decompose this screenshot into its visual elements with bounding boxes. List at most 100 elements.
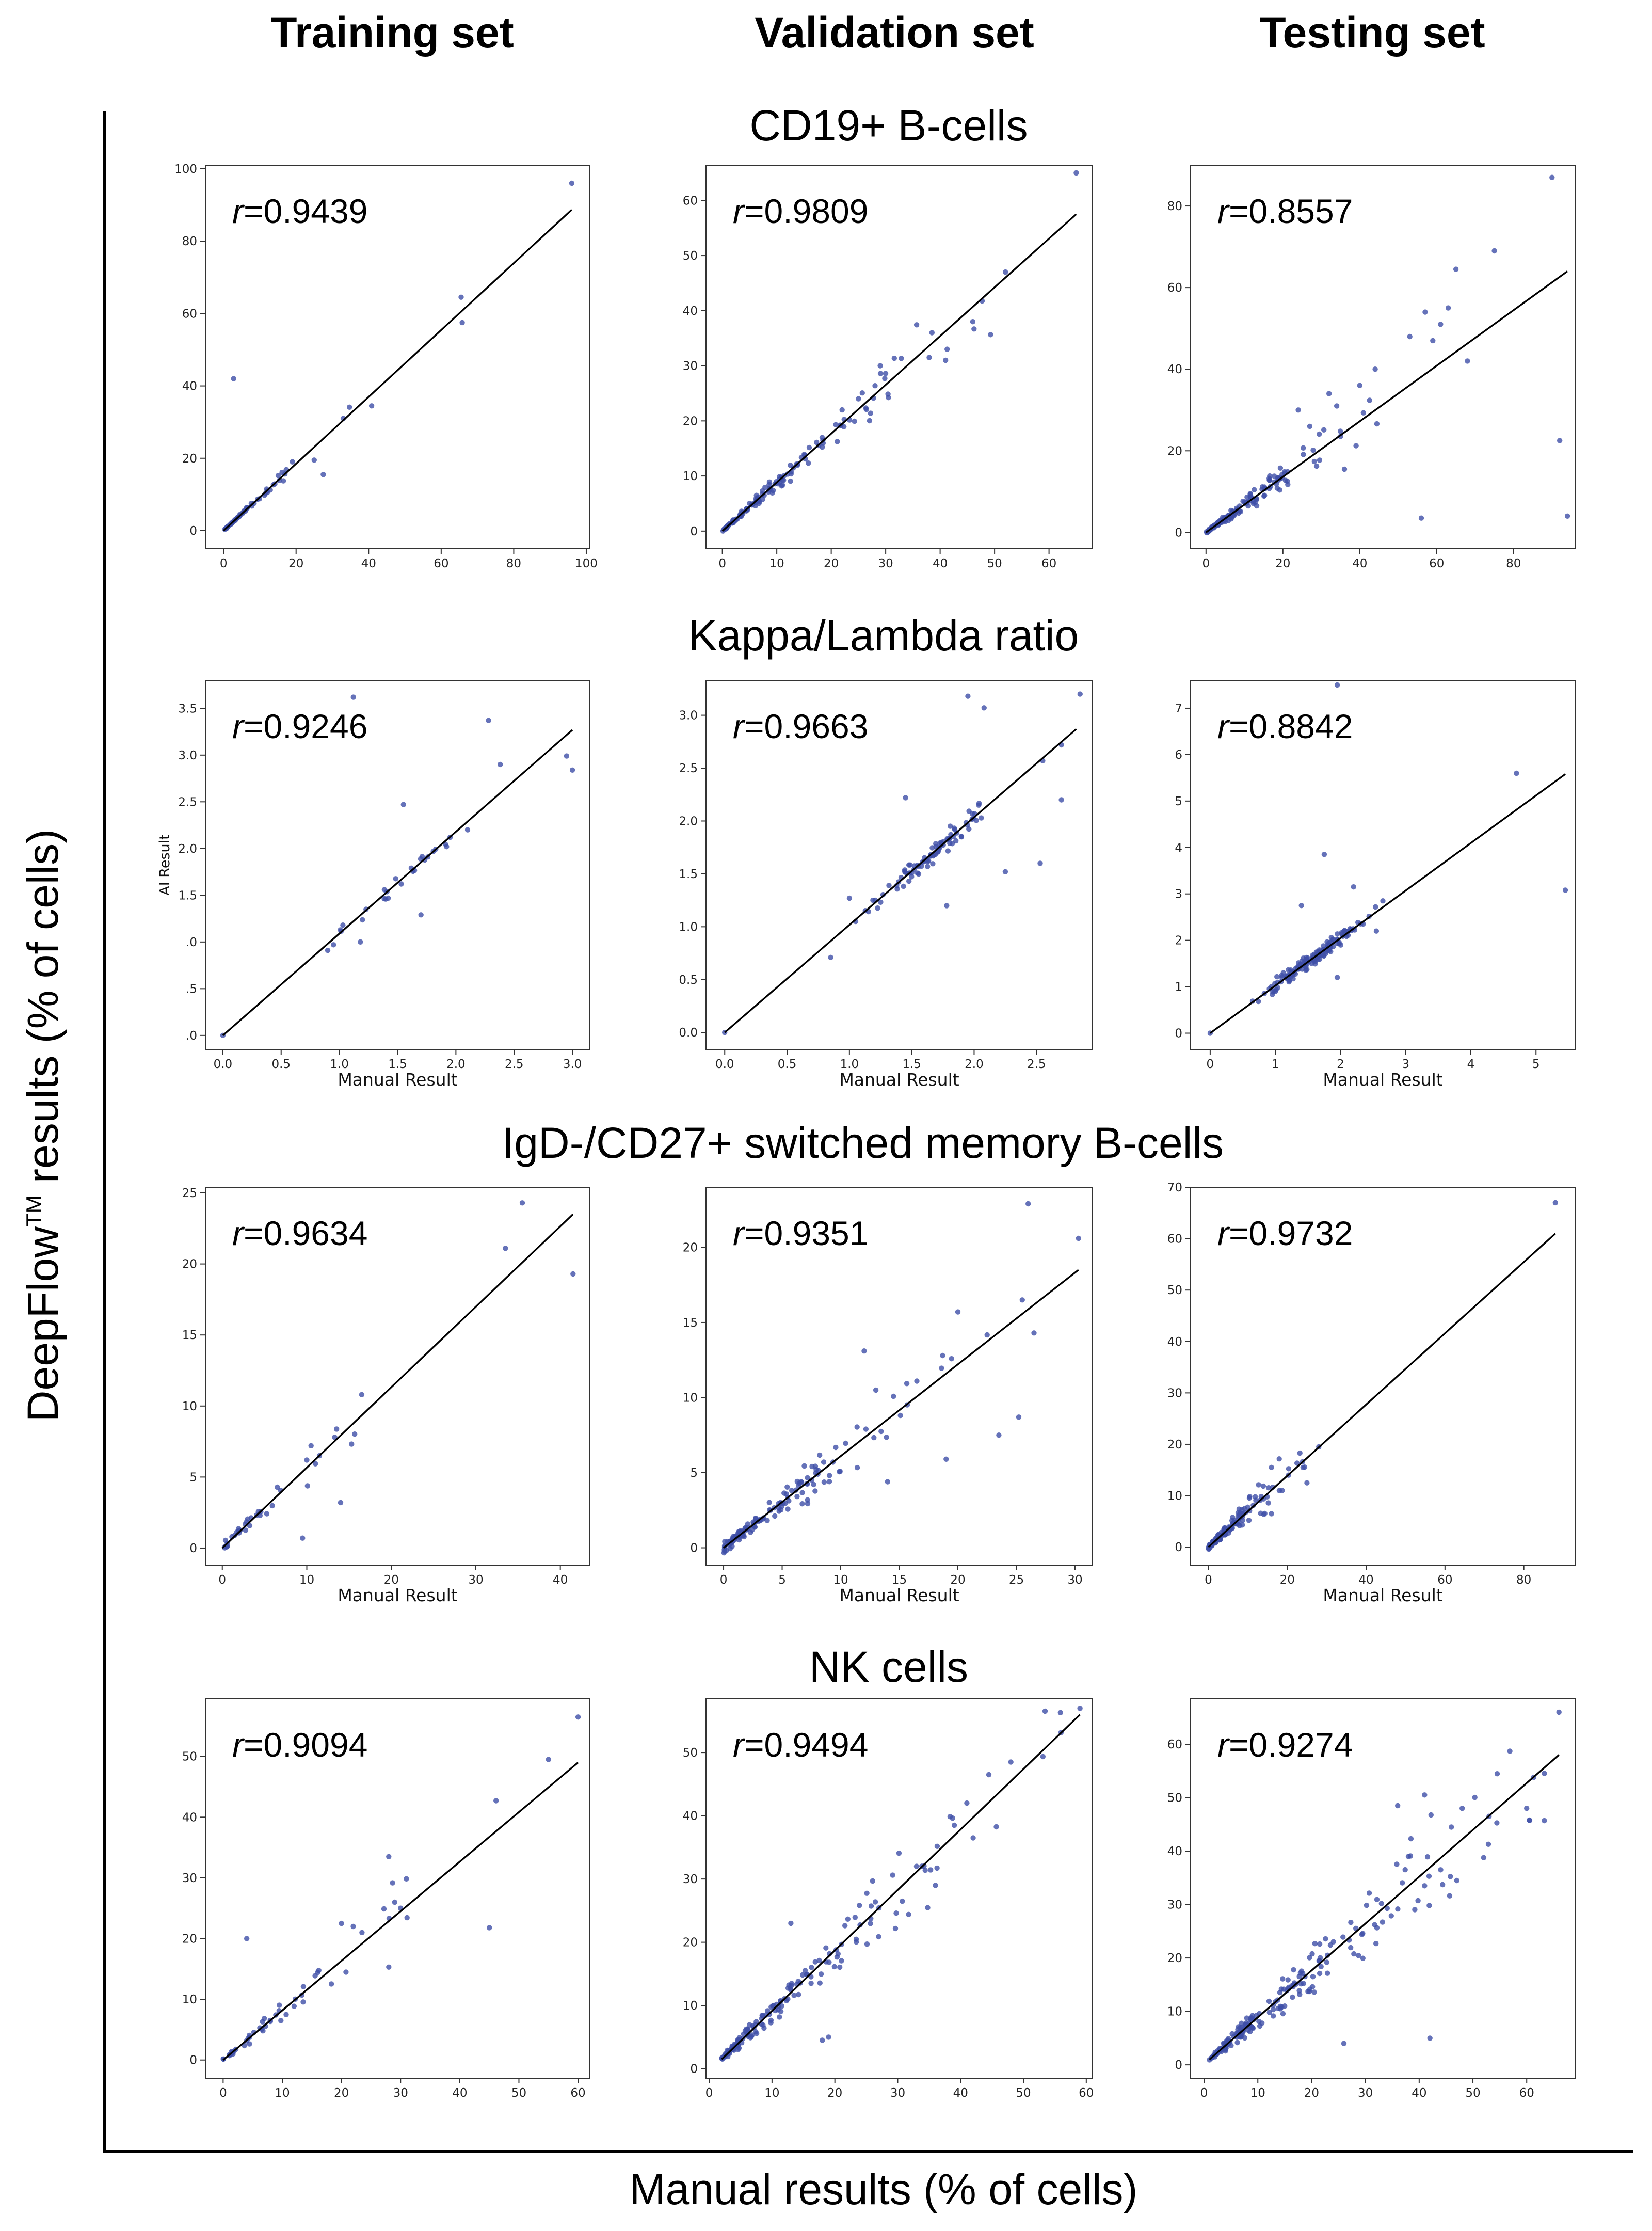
correlation-symbol: r: [1217, 1214, 1230, 1252]
x-tick-label: 30: [468, 1573, 483, 1587]
scatter-point: [944, 903, 950, 909]
scatter-point: [831, 1964, 838, 1970]
y-tick-label: 50: [1167, 1284, 1182, 1297]
scatter-point: [800, 1972, 806, 1978]
x-tick-label: 2.5: [1027, 1058, 1046, 1071]
scatter-point: [933, 841, 939, 847]
scatter-point: [868, 1903, 874, 1909]
scatter-point: [1542, 1771, 1547, 1776]
scatter-point: [906, 878, 912, 884]
scatter-point: [819, 435, 825, 440]
y-tick-label: 3.0: [679, 709, 698, 723]
y-tick-label: 60: [182, 307, 197, 321]
scatter-point: [569, 767, 575, 773]
x-tick-label: 0: [1205, 1573, 1212, 1587]
scatter-point: [1327, 1942, 1334, 1948]
scatter-point: [902, 867, 908, 873]
scatter-point: [1318, 1964, 1324, 1969]
scatter-point: [1286, 1466, 1292, 1472]
x-tick-label: 20: [827, 2086, 842, 2100]
scatter-point: [277, 2002, 282, 2008]
scatter-point: [965, 693, 971, 699]
scatter-point: [846, 895, 853, 901]
y-tick-label: 10: [683, 470, 698, 483]
scatter-point: [864, 1890, 870, 1896]
scatter-point: [1025, 1201, 1031, 1207]
y-tick-label: 20: [1167, 444, 1182, 458]
x-tick-label: 4: [1467, 1058, 1475, 1071]
panel-kappa-lambda-validation: 0.0 0.5 1.0 1.5 2.0 2.5 0.0 0.5 1.0 1.5 2.0 2.5 3.0 M…: [679, 680, 1093, 1090]
scatter-point: [503, 1246, 508, 1251]
scatter-point: [1274, 974, 1280, 980]
scatter-point: [1266, 477, 1272, 483]
scatter-point: [1317, 431, 1322, 437]
x-axis-label: Manual Result: [839, 1585, 959, 1605]
scatter-point: [785, 1506, 791, 1512]
y-tick-label: 80: [1167, 200, 1182, 213]
correlation-value: =0.9494: [744, 1726, 868, 1764]
scatter-point: [878, 1428, 884, 1435]
y-tick-label: 30: [683, 360, 698, 373]
scatter-point: [891, 355, 897, 361]
y-tick-label: 10: [182, 1400, 197, 1413]
scatter-point: [1298, 1981, 1304, 1987]
scatter-point: [867, 418, 873, 424]
scatter-point: [1524, 1806, 1530, 1811]
scatter-point: [332, 1435, 338, 1440]
scatter-point: [1459, 1806, 1465, 1811]
scatter-point: [944, 346, 950, 352]
y-tick-label: 20: [182, 1933, 197, 1946]
y-tick-label: 30: [1167, 1387, 1182, 1400]
y-tick-label: 40: [683, 305, 698, 318]
scatter-point: [913, 1863, 920, 1869]
scatter-point: [1290, 976, 1296, 982]
scatter-point: [278, 2018, 284, 2023]
correlation-value: =0.9732: [1229, 1214, 1353, 1252]
scatter-point: [1494, 1820, 1500, 1826]
x-tick-label: 1.5: [388, 1058, 407, 1071]
x-tick-label: 20: [1280, 1573, 1295, 1587]
scatter-point: [795, 1483, 801, 1489]
scatter-point: [794, 1494, 800, 1500]
scatter-point: [812, 1959, 818, 1965]
scatter-point: [1335, 931, 1340, 937]
scatter-point: [916, 871, 922, 877]
scatter-point: [1256, 1482, 1261, 1488]
scatter-point: [1395, 1906, 1401, 1912]
scatter-point: [1373, 1940, 1379, 1947]
scatter-point: [1303, 954, 1309, 961]
correlation-label: r=0.9634: [232, 1214, 367, 1252]
y-tick-label: 50: [182, 1750, 197, 1764]
correlation-symbol: r: [1217, 192, 1230, 230]
scatter-point: [875, 905, 880, 911]
y-tick-label: 20: [182, 1258, 197, 1271]
scatter-point: [392, 1899, 397, 1905]
scatter-point: [868, 1921, 873, 1926]
x-tick-label: 0: [1200, 2086, 1208, 2100]
x-tick-label: 50: [1016, 2086, 1031, 2100]
scatter-point: [1265, 1485, 1272, 1491]
scatter-point: [833, 1444, 839, 1451]
plot-frame: [1190, 165, 1576, 549]
scatter-point: [1309, 1951, 1315, 1957]
y-tick-label: 1.0: [679, 920, 698, 934]
x-tick-label: 20: [384, 1573, 399, 1587]
x-tick-label: 0.0: [214, 1058, 233, 1071]
scatter-point: [1265, 1500, 1271, 1506]
scatter-point: [312, 1973, 318, 1979]
y-tick-label: 20: [683, 1936, 698, 1950]
panel-igd-cd27-testing: 0 20 40 60 80 0 10 20 30 40 50 60 70 Manual Result r=0…: [1167, 1181, 1576, 1605]
scatter-point: [1428, 1812, 1434, 1818]
scatter-point: [945, 848, 951, 854]
x-tick-label: 40: [1412, 2086, 1426, 2100]
scatter-point: [736, 1537, 742, 1543]
scatter-point: [981, 705, 987, 711]
regression-line: [724, 728, 1077, 1033]
scatter-point: [939, 1365, 944, 1371]
y-tick-label: 0: [690, 1542, 698, 1555]
scatter-point: [777, 2014, 782, 2020]
scatter-point: [1236, 2024, 1241, 2030]
scatter-point: [1341, 466, 1348, 472]
scatter-point: [1334, 975, 1340, 980]
y-tick-label: 20: [683, 1241, 698, 1254]
